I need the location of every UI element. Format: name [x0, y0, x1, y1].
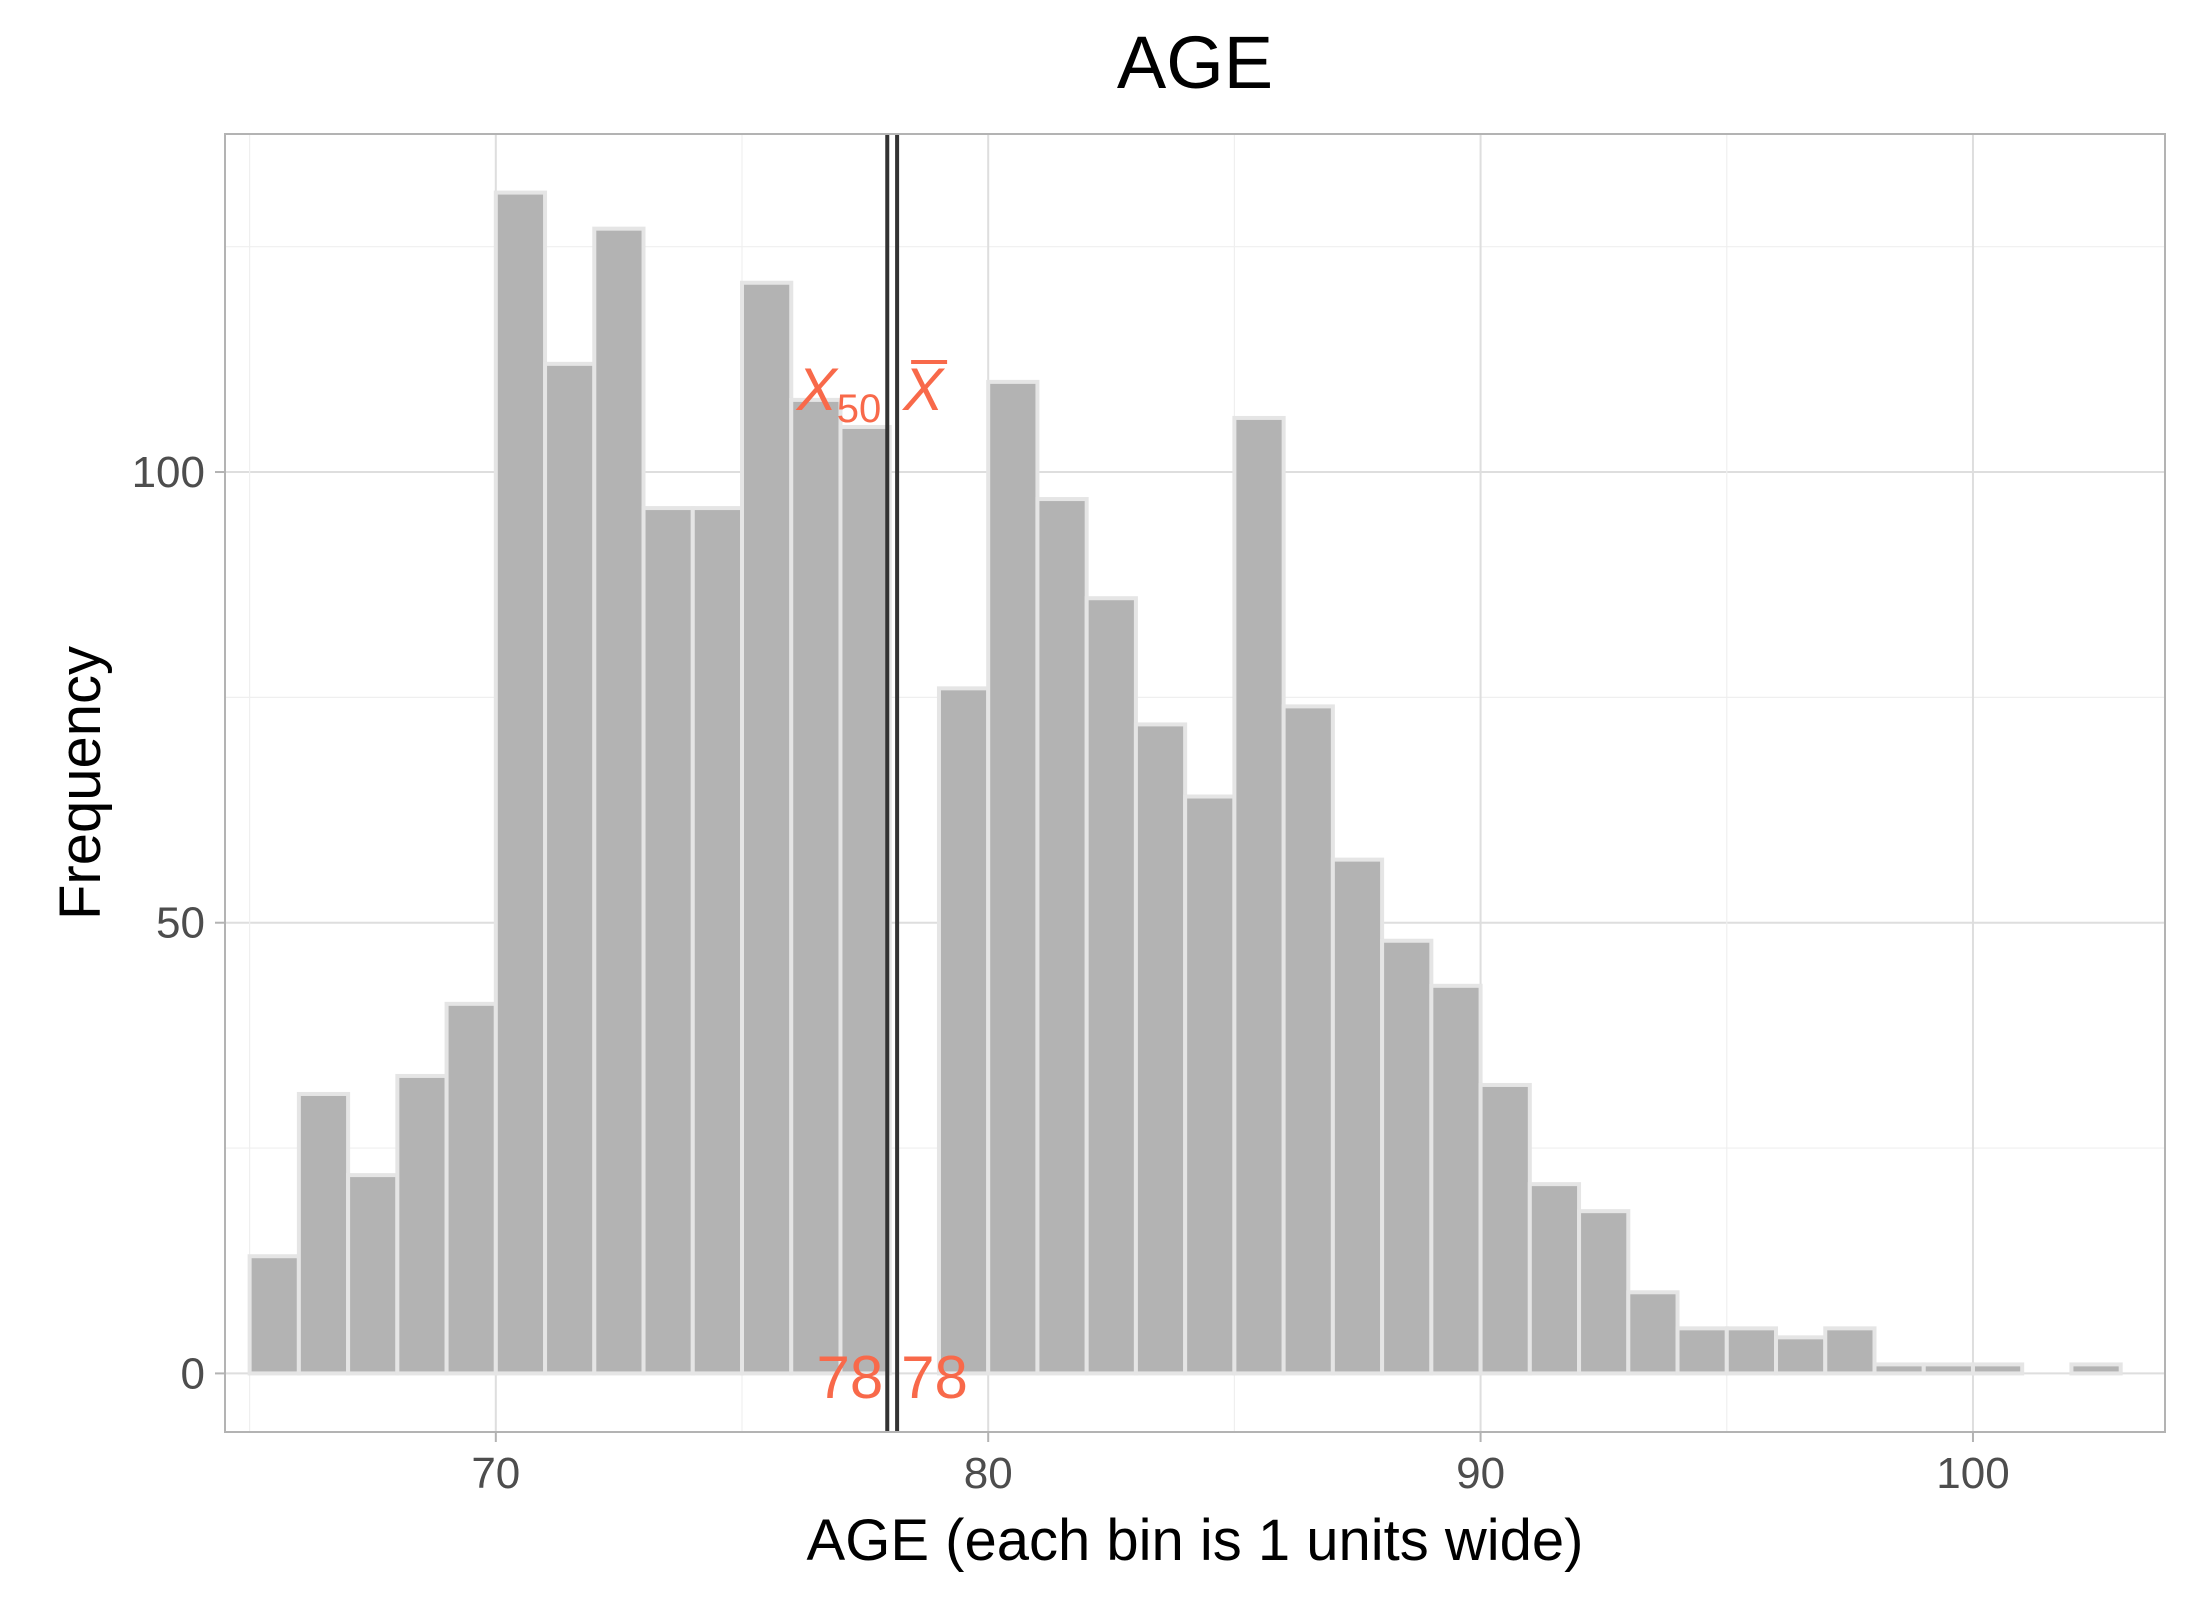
x-tick-label: 70: [471, 1449, 520, 1498]
histogram-bar: [1183, 794, 1237, 1376]
histogram-bar: [296, 1091, 351, 1376]
y-tick-label: 0: [181, 1349, 205, 1398]
histogram-bar: [1035, 497, 1089, 1376]
histogram-bar: [936, 686, 991, 1376]
histogram-bar: [1478, 1082, 1532, 1376]
histogram-bars: [247, 190, 2123, 1376]
histogram-bar: [1724, 1326, 1779, 1376]
histogram-bar: [789, 397, 843, 1376]
histogram-bar: [2069, 1362, 2123, 1376]
histogram-bar: [986, 379, 1040, 1376]
y-tick-label: 50: [156, 899, 205, 948]
x-tick-label: 80: [964, 1449, 1013, 1498]
median-value-label: 78: [817, 1344, 884, 1411]
histogram-bar: [1921, 1362, 1975, 1376]
histogram-bar: [346, 1173, 400, 1376]
histogram-bar: [1626, 1290, 1680, 1376]
histogram-bar: [444, 1001, 498, 1376]
annotations: X50 X 78 78: [795, 356, 968, 1411]
histogram-bar: [1970, 1362, 2025, 1376]
histogram-bar: [1084, 596, 1138, 1376]
histogram-bar: [1774, 1335, 1828, 1376]
histogram-bar: [1281, 704, 1335, 1376]
histogram-bar: [1429, 983, 1483, 1376]
histogram-bar: [1577, 1209, 1631, 1376]
histogram-bar: [592, 226, 646, 1376]
histogram-bar: [1232, 415, 1286, 1376]
axis-ticks: 70 80 90 100 0 50 100: [132, 448, 2010, 1498]
x-axis-title: AGE (each bin is 1 units wide): [807, 1508, 1584, 1573]
histogram-bar: [1380, 938, 1434, 1376]
histogram-bar: [690, 506, 745, 1376]
panel-border: [224, 133, 2166, 1433]
median-subscript: 50: [837, 387, 882, 431]
histogram-bar: [740, 280, 794, 1376]
x-tick-label: 90: [1456, 1449, 1505, 1498]
median-symbol: X: [795, 356, 839, 423]
reference-lines: [885, 134, 900, 1432]
histogram-bar: [1823, 1326, 1877, 1376]
histogram-bar: [493, 190, 548, 1376]
histogram-bar: [1872, 1362, 1926, 1376]
median-symbol-label: X50: [795, 356, 882, 431]
histogram-bar: [1133, 722, 1188, 1376]
mean-symbol-label: X: [901, 356, 945, 423]
chart-title: AGE: [1117, 21, 1273, 104]
histogram-bar: [1675, 1326, 1729, 1376]
histogram-bar: [1330, 857, 1385, 1376]
histogram-bar: [838, 424, 892, 1376]
histogram-bar: [247, 1254, 301, 1376]
x-tick-label: 100: [1936, 1449, 2009, 1498]
histogram-bar: [1527, 1182, 1582, 1376]
y-tick-label: 100: [132, 448, 205, 497]
histogram-bar: [543, 361, 597, 1376]
histogram-bar: [395, 1073, 449, 1376]
y-axis-title: Frequency: [48, 646, 113, 920]
histogram-bar: [641, 506, 695, 1376]
mean-value-label: 78: [901, 1344, 968, 1411]
